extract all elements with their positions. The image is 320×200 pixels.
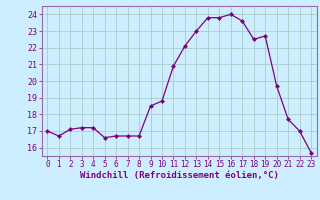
X-axis label: Windchill (Refroidissement éolien,°C): Windchill (Refroidissement éolien,°C) xyxy=(80,171,279,180)
